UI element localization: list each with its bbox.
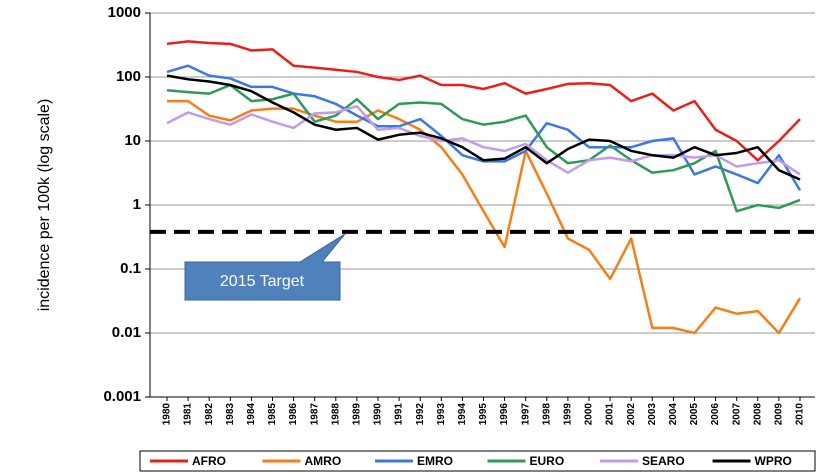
- callout-label: 2015 Target: [220, 273, 305, 290]
- x-tick-label: 1997: [520, 403, 531, 426]
- x-tick-label: 2010: [795, 403, 806, 426]
- x-tick-label: 1983: [225, 403, 236, 426]
- x-tick-label: 2002: [626, 403, 637, 426]
- series-line: [167, 99, 802, 335]
- legend-label: AMRO: [305, 454, 342, 468]
- x-tick-label: 1985: [267, 403, 278, 426]
- series-line: [166, 74, 801, 181]
- x-tick-label: 1986: [288, 403, 299, 426]
- x-tick-label: 2006: [710, 403, 721, 426]
- series-line: [166, 40, 801, 162]
- x-tick-label: 2003: [647, 403, 658, 426]
- legend-label: EMRO: [417, 454, 453, 468]
- series-line: [166, 83, 801, 213]
- legend-label: SEARO: [642, 454, 685, 468]
- x-tick-label: 2008: [752, 403, 763, 426]
- y-tick-label: 1000: [108, 4, 141, 21]
- legend-label: EURO: [530, 454, 565, 468]
- x-tick-label: 1982: [204, 403, 215, 426]
- x-tick-label: 1984: [246, 403, 257, 426]
- x-tick-label: 1998: [541, 403, 552, 426]
- y-axis-label: incidence per 100k (log scale): [36, 99, 53, 312]
- y-tick-label: 100: [116, 68, 141, 85]
- y-tick-label: 0.01: [112, 324, 141, 341]
- y-tick-label: 1: [133, 196, 141, 213]
- x-tick-label: 1992: [415, 403, 426, 426]
- series-line: [166, 104, 801, 176]
- x-tick-label: 2001: [605, 403, 616, 426]
- legend-box: [139, 450, 816, 472]
- y-tick-label: 0.1: [120, 260, 141, 277]
- x-tick-label: 1999: [563, 403, 574, 426]
- x-tick-label: 1987: [309, 403, 320, 426]
- x-tick-label: 1995: [478, 403, 489, 426]
- x-tick-label: 1980: [162, 403, 173, 426]
- x-tick-label: 1989: [352, 403, 363, 426]
- x-tick-label: 1981: [183, 403, 194, 426]
- y-tick-label: 0.001: [103, 388, 141, 405]
- x-tick-label: 1990: [373, 403, 384, 426]
- y-tick-label: 10: [124, 132, 141, 149]
- callout: [184, 233, 346, 301]
- x-tick-label: 1993: [436, 403, 447, 426]
- x-tick-label: 1994: [457, 403, 468, 426]
- x-tick-label: 2004: [668, 403, 679, 426]
- x-tick-label: 1996: [499, 403, 510, 426]
- x-tick-label: 2005: [689, 403, 700, 426]
- x-tick-label: 2009: [774, 403, 785, 426]
- legend-label: AFRO: [192, 454, 226, 468]
- x-tick-label: 2000: [584, 403, 595, 426]
- legend-label: WPRO: [755, 454, 792, 468]
- x-tick-label: 1991: [394, 403, 405, 426]
- x-tick-label: 2007: [731, 403, 742, 426]
- series-line: [166, 64, 802, 191]
- x-tick-label: 1988: [330, 403, 341, 426]
